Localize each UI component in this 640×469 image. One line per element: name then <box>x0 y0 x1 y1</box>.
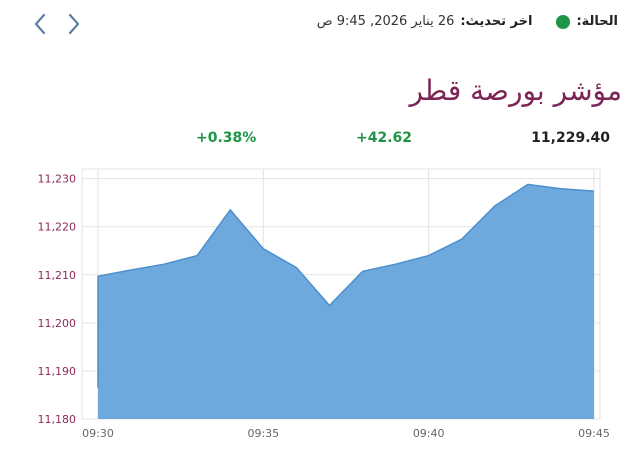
area-fill <box>98 184 594 419</box>
chevron-left-icon <box>34 13 46 35</box>
x-tick-label: 09:45 <box>578 427 610 440</box>
y-tick-label: 11,200 <box>38 317 77 330</box>
index-chart: 11,180 11,190 11,200 11,210 11,220 11,230 09:… <box>38 168 610 440</box>
status-label: الحالة: <box>576 14 618 29</box>
status-bar: الحالة: اخر تحديث: 26 يناير 2026, 9:45 ص <box>317 14 618 29</box>
y-tick-label: 11,210 <box>38 269 77 282</box>
last-update-label: اخر تحديث: <box>460 14 533 29</box>
chevron-right-icon <box>68 13 80 35</box>
series-line <box>97 183 595 388</box>
page-title: مؤشر بورصة قطر <box>409 74 622 107</box>
y-axis-ticks: 11,180 11,190 11,200 11,210 11,220 11,230 <box>38 173 77 426</box>
index-value: 11,229.40 <box>531 130 610 146</box>
change-percent: +0.38% <box>196 130 257 146</box>
status-dot-icon <box>556 14 571 29</box>
x-tick-label: 09:35 <box>247 427 279 440</box>
nav-arrows <box>28 10 86 38</box>
next-button[interactable] <box>62 10 86 38</box>
last-update-value: 26 يناير 2026, 9:45 ص <box>316 14 455 29</box>
y-tick-label: 11,190 <box>38 365 77 378</box>
chart-area <box>97 183 595 419</box>
index-stats: +0.38% +42.62 11,229.40 <box>0 130 640 150</box>
y-tick-label: 11,230 <box>38 173 77 186</box>
prev-button[interactable] <box>28 10 52 38</box>
x-axis-ticks: 09:30 09:35 09:40 09:45 <box>82 427 610 440</box>
x-tick-label: 09:30 <box>82 427 114 440</box>
y-tick-label: 11,220 <box>38 221 77 234</box>
y-tick-label: 11,180 <box>38 413 77 426</box>
change-value: +42.62 <box>356 130 413 146</box>
x-tick-label: 09:40 <box>413 427 445 440</box>
